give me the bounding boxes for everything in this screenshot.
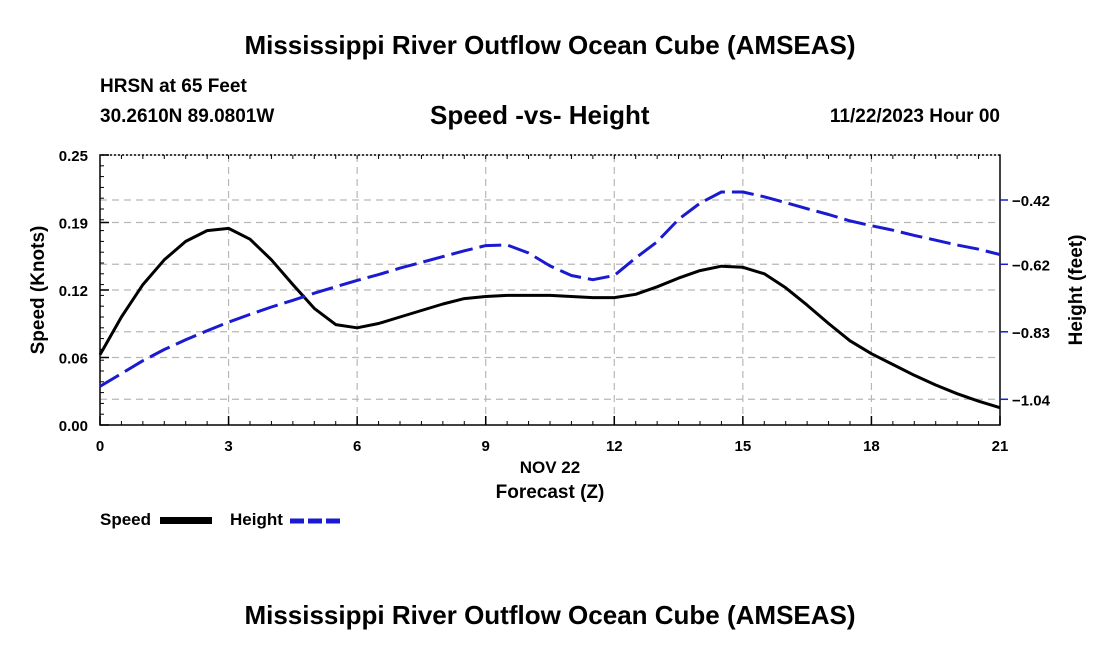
x-tick-label: 6 <box>353 438 361 455</box>
y2-tick-label: −1.04 <box>1012 392 1051 409</box>
y2-tick-label: −0.83 <box>1012 325 1050 342</box>
y2-axis-label: Height (feet) <box>1066 235 1087 346</box>
chart-title: Mississippi River Outflow Ocean Cube (AM… <box>244 30 856 60</box>
y-tick-label: 0.00 <box>59 418 88 435</box>
x-tick-label: 18 <box>863 438 880 455</box>
forecast-datetime: 11/22/2023 Hour 00 <box>829 106 1000 127</box>
legend-speed-label: Speed <box>100 510 152 529</box>
x-tick-label: 12 <box>606 438 623 455</box>
location-coordinates: 30.2610N 89.0801W <box>100 106 275 127</box>
location-name: HRSN at 65 Feet <box>100 76 247 97</box>
legend-speed-swatch <box>160 517 212 524</box>
x-tick-label: 9 <box>482 438 490 455</box>
chart-subtitle: Speed -vs- Height <box>430 100 650 130</box>
y2-tick-label: −0.62 <box>1012 257 1050 274</box>
y-tick-label: 0.19 <box>59 216 88 233</box>
x-tick-label: 0 <box>96 438 104 455</box>
x-tick-label: 3 <box>224 438 232 455</box>
y-tick-label: 0.06 <box>59 351 88 368</box>
x-axis-label: Forecast (Z) <box>495 482 605 503</box>
x-axis-date-label: NOV 22 <box>519 458 581 477</box>
y-tick-label: 0.25 <box>59 148 88 165</box>
y2-tick-label: −0.42 <box>1012 193 1050 210</box>
legend-height-swatch <box>290 518 342 524</box>
legend-height-label: Height <box>230 510 283 529</box>
y-axis-label: Speed (Knots) <box>28 226 49 355</box>
x-tick-label: 21 <box>992 438 1009 455</box>
footer-title: Mississippi River Outflow Ocean Cube (AM… <box>244 600 856 630</box>
x-tick-label: 15 <box>735 438 752 455</box>
series-line-height <box>99 190 1001 388</box>
y-tick-label: 0.12 <box>59 283 88 300</box>
series-line-speed <box>98 226 1001 410</box>
